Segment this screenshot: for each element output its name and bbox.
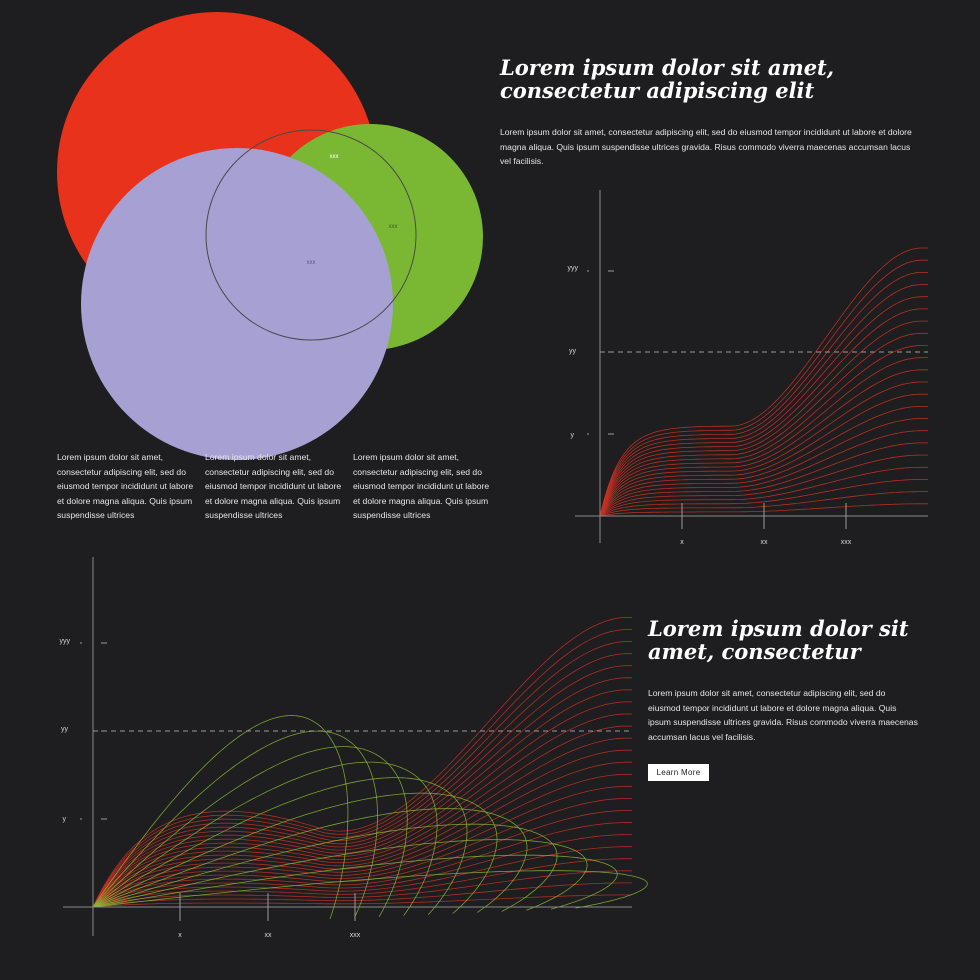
- chart-bottom-red-curve: [92, 628, 633, 908]
- chart-bottom-red-curve: [92, 616, 633, 908]
- chart-top-curve: [599, 381, 928, 517]
- chart-top-y-label-yy: yy: [569, 348, 577, 355]
- learn-more-button[interactable]: Learn More: [648, 764, 709, 781]
- chart-top-curve: [599, 479, 928, 517]
- chart-bottom-red-curve: [92, 773, 632, 908]
- chart-top-curve: [599, 332, 928, 517]
- chart-top-curve: [599, 466, 928, 517]
- bottom-paragraph: Lorem ipsum dolor sit amet, consectetur …: [648, 688, 918, 742]
- column-text-2: Lorem ipsum dolor sit amet, consectetur …: [205, 452, 342, 521]
- chart-bottom-red-curve: [92, 761, 632, 908]
- chart-bottom-green-curve: [92, 808, 528, 913]
- venn-circle-lavender: [81, 148, 393, 460]
- chart-bottom-green-curve: [92, 777, 468, 915]
- chart-top-y-label-y: y: [571, 432, 575, 439]
- column-text-3: Lorem ipsum dolor sit amet, consectetur …: [353, 452, 490, 521]
- chart-top-curve: [599, 272, 928, 517]
- venn-outline-circle: [205, 129, 417, 341]
- venn-label-red: xxx: [330, 154, 339, 160]
- chart-bottom-red-curve: [92, 689, 633, 908]
- chart-top-curve: [599, 259, 928, 517]
- chart-bottom-red-curve: [92, 894, 632, 908]
- chart-top-curve: [599, 296, 928, 517]
- chart-bottom-green-curve: [92, 823, 558, 912]
- chart-bottom-red-curve: [92, 798, 632, 908]
- chart-top-curve: [599, 406, 928, 517]
- chart-top-curve: [599, 430, 928, 517]
- chart-top-curve: [599, 308, 928, 517]
- venn-label-green: xxx: [389, 224, 398, 230]
- chart-bottom-red-curve: [92, 882, 632, 908]
- chart-top-curve: [599, 454, 928, 517]
- chart-bottom-red-curve: [92, 785, 633, 908]
- chart-bottom-red-curve: [92, 737, 632, 908]
- bottom-heading: Lorem ipsum dolor sit amet, consectetur: [648, 616, 909, 664]
- chart-top-curve: [599, 393, 928, 517]
- chart-bottom-green-curve: [92, 870, 648, 909]
- chart-bottom-red-curve: [92, 653, 633, 908]
- chart-bottom-red-curve: [92, 665, 633, 908]
- chart-top-curve: [599, 442, 928, 517]
- chart-bottom-red-curve: [92, 713, 633, 908]
- chart-bottom-red-curve: [92, 725, 633, 908]
- chart-bottom-red-curve: [92, 641, 633, 908]
- chart-bottom-green-curve: [92, 839, 588, 911]
- chart-top-curve: [599, 418, 928, 517]
- chart-bottom-x-label-xx: xx: [265, 932, 273, 939]
- chart-bottom-green-curves: [92, 715, 648, 920]
- chart-bottom-red-curve: [92, 834, 632, 908]
- chart-top-y-label-yyy: yyy: [568, 265, 579, 272]
- venn-label-center: xxx: [307, 260, 316, 266]
- chart-bottom-green-curve: [92, 746, 408, 917]
- chart-bottom-green-curve: [92, 730, 378, 919]
- chart-top-curve: [599, 345, 928, 517]
- chart-bottom-green-curve: [92, 792, 498, 914]
- chart-bottom-red-curve: [92, 749, 633, 908]
- chart-top-curve: [599, 369, 928, 517]
- chart-bottom-red-curve: [92, 810, 632, 908]
- chart-bottom-green-curve: [92, 715, 349, 920]
- chart-top-curve: [599, 247, 928, 517]
- chart-top-x-label-xx: xx: [761, 539, 769, 546]
- chart-bottom-x-label-x: x: [178, 932, 182, 939]
- chart-top-curve: [599, 320, 928, 517]
- chart-top-curve: [599, 357, 928, 517]
- column-text-1: Lorem ipsum dolor sit amet, consectetur …: [57, 452, 194, 521]
- top-heading: Lorem ipsum dolor sit amet, consectetur …: [500, 55, 835, 103]
- chart-bottom-y-label-y: y: [63, 816, 67, 823]
- chart-top-curves: [599, 247, 928, 517]
- top-paragraph: Lorem ipsum dolor sit amet, consectetur …: [500, 127, 912, 167]
- chart-top-curve: [599, 284, 928, 517]
- chart-bottom-red-curve: [92, 701, 633, 908]
- chart-bottom-y-label-yy: yy: [61, 726, 69, 733]
- chart-bottom-red-curve: [92, 677, 633, 908]
- chart-bottom-y-label-yyy: yyy: [60, 638, 71, 645]
- chart-bottom-x-label-xxx: xxx: [350, 932, 361, 939]
- chart-bottom-green-curve: [92, 761, 438, 916]
- chart-bottom-green-curve: [92, 854, 618, 910]
- chart-top-x-label-xxx: xxx: [841, 539, 852, 546]
- chart-top-x-label-x: x: [680, 539, 684, 546]
- chart-bottom-red-curve: [92, 846, 632, 908]
